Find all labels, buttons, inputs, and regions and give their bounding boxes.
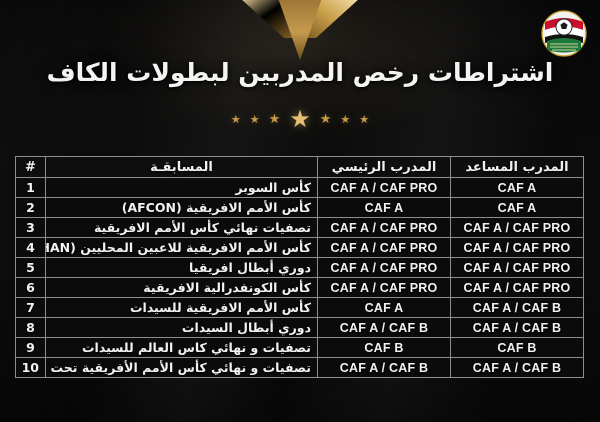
cell-competition: تصفيات و نهائي كاس العالم للسيدات [45,337,318,358]
star-icon: ★ [340,112,351,126]
cell-assistant-coach: CAF A [450,177,584,198]
star-icon: ★ [319,111,332,127]
cell-head-coach: CAF B [317,337,451,358]
cell-number: 7 [15,297,46,318]
cell-head-coach: CAF A / CAF PRO [317,217,451,238]
column-header-number: # [15,156,46,178]
cell-number: 10 [15,357,46,378]
table-row: CAF A / CAF PRO CAF A / CAF PRO دوري أبطال… [15,257,584,278]
cell-assistant-coach: CAF A / CAF PRO [450,237,584,258]
star-icon: ★ [230,112,241,126]
cell-competition: دوري أبطال السيدات [45,317,318,338]
cell-competition: كأس الأمم الافريقية للسيدات [45,297,318,318]
column-header-head-coach: المدرب الرئيسي [317,156,451,178]
table-row: CAF A / CAF B CAF A / CAF B تصفيات و نهائي… [15,357,584,378]
star-icon: ★ [249,112,260,126]
cell-competition: تصفيات نهائي كأس الأمم الافريقية [45,217,318,238]
cell-number: 8 [15,317,46,338]
federation-logo [541,10,587,57]
column-header-competition: المسابقـة [45,156,318,178]
cell-assistant-coach: CAF A / CAF PRO [450,277,584,298]
cell-head-coach: CAF A / CAF B [317,317,451,338]
cell-head-coach: CAF A / CAF PRO [317,177,451,198]
table-row: CAF A CAF A كأس الأمم الافريقية (AFCON) 2 [15,197,584,218]
cell-assistant-coach: CAF A [450,197,584,218]
table-row: CAF A / CAF B CAF A كأس الأمم الافريقية لل… [15,297,584,318]
table-row: CAF A / CAF PRO CAF A / CAF PRO كأس الأمم … [15,237,584,258]
column-header-assistant-coach: المدرب المساعد [450,156,584,178]
page-title: اشتراطات رخص المدربين لبطولات الكاف [46,58,554,87]
cell-competition: كأس الأمم الافريقية (AFCON) [45,197,318,218]
table-row: CAF A / CAF PRO CAF A / CAF PRO كأس الكونف… [15,277,584,298]
cell-competition: دوري أبطال افريقيا [45,257,318,278]
cell-head-coach: CAF A / CAF PRO [317,257,451,278]
table-row: CAF A / CAF PRO CAF A / CAF PRO تصفيات نها… [15,217,584,238]
stars-decoration: ★ ★ ★ ★ ★ ★ ★ [0,107,600,131]
egyptian-football-association-logo-icon [541,10,587,57]
table-header-row: المدرب المساعد المدرب الرئيسي المسابقـة … [15,156,584,178]
cell-assistant-coach: CAF A / CAF PRO [450,257,584,278]
gold-chevron-icon [242,0,358,60]
cell-competition: تصفيات و نهائي كأس الأمم الأفريقية تحت 1… [45,357,318,378]
table-row: CAF B CAF B تصفيات و نهائي كاس العالم للسي… [15,337,584,358]
cell-assistant-coach: CAF A / CAF B [450,297,584,318]
table-row: CAF A CAF A / CAF PRO كأس السوبر 1 [15,177,584,198]
cell-number: 4 [15,237,46,258]
star-icon: ★ [359,112,370,126]
cell-assistant-coach: CAF A / CAF PRO [450,217,584,238]
cell-number: 1 [15,177,46,198]
cell-head-coach: CAF A [317,297,451,318]
table-row: CAF A / CAF B CAF A / CAF B دوري أبطال الس… [15,317,584,338]
cell-number: 9 [15,337,46,358]
cell-head-coach: CAF A [317,197,451,218]
star-icon: ★ [268,111,281,127]
cell-competition: كأس الكونفدرالية الافريقية [45,277,318,298]
cell-number: 3 [15,217,46,238]
cell-head-coach: CAF A / CAF PRO [317,237,451,258]
license-table-container: المدرب المساعد المدرب الرئيسي المسابقـة … [15,156,584,378]
table-header: المدرب المساعد المدرب الرئيسي المسابقـة … [15,156,584,178]
cell-number: 5 [15,257,46,278]
cell-competition: كأس الأمم الافريقية للاعبين المحليين (CH… [45,237,318,258]
cell-head-coach: CAF A / CAF B [317,357,451,378]
star-icon-large: ★ [289,105,311,133]
cell-number: 2 [15,197,46,218]
cell-assistant-coach: CAF B [450,337,584,358]
cell-head-coach: CAF A / CAF PRO [317,277,451,298]
coach-license-requirements-table: المدرب المساعد المدرب الرئيسي المسابقـة … [15,156,584,378]
gold-chevron-decoration [238,0,362,70]
cell-assistant-coach: CAF A / CAF B [450,317,584,338]
cell-assistant-coach: CAF A / CAF B [450,357,584,378]
table-body: CAF A CAF A / CAF PRO كأس السوبر 1 CAF A CAF … [15,177,584,378]
cell-competition: كأس السوبر [45,177,318,198]
cell-number: 6 [15,277,46,298]
page-title-bar: اشتراطات رخص المدربين لبطولات الكاف [0,57,600,88]
